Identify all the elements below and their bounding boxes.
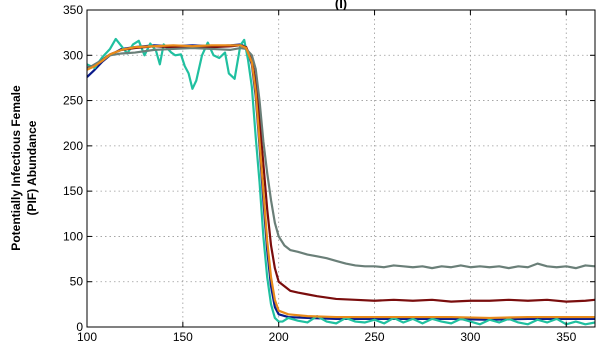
y-tick-label: 150 (63, 184, 83, 198)
y-tick-label: 200 (63, 139, 83, 153)
series-line-5 (87, 44, 595, 320)
series-group (87, 37, 595, 326)
x-tick-label: 100 (77, 330, 97, 344)
chart-title-fragment: (I) (335, 0, 347, 11)
x-tick-label: 150 (173, 330, 193, 344)
y-tick-label: 50 (70, 275, 84, 289)
x-tick-label: 250 (365, 330, 385, 344)
plot-background (87, 10, 595, 327)
series-line-2 (87, 37, 595, 326)
y-tick-label: 100 (63, 229, 83, 243)
y-tick-label: 350 (63, 3, 83, 17)
series-line-4 (87, 46, 595, 270)
y-axis-label-line1: Potentially Infectious Female (9, 85, 23, 251)
grid (87, 10, 595, 327)
plot-frame (86, 9, 596, 328)
y-tick-label: 0 (76, 320, 83, 334)
y-tick-label: 250 (63, 94, 83, 108)
y-axis-label-line2: (PIF) Abundance (25, 120, 39, 215)
series-line-3 (87, 44, 595, 303)
x-tick-label: 200 (269, 330, 289, 344)
x-tick-label: 350 (556, 330, 576, 344)
series-layer (87, 37, 595, 326)
ticks: 100 150 200 250 300 350 0 50 100 150 200 250 300 350 (63, 3, 595, 344)
y-tick-label: 300 (63, 48, 83, 62)
x-tick-label: 300 (460, 330, 480, 344)
